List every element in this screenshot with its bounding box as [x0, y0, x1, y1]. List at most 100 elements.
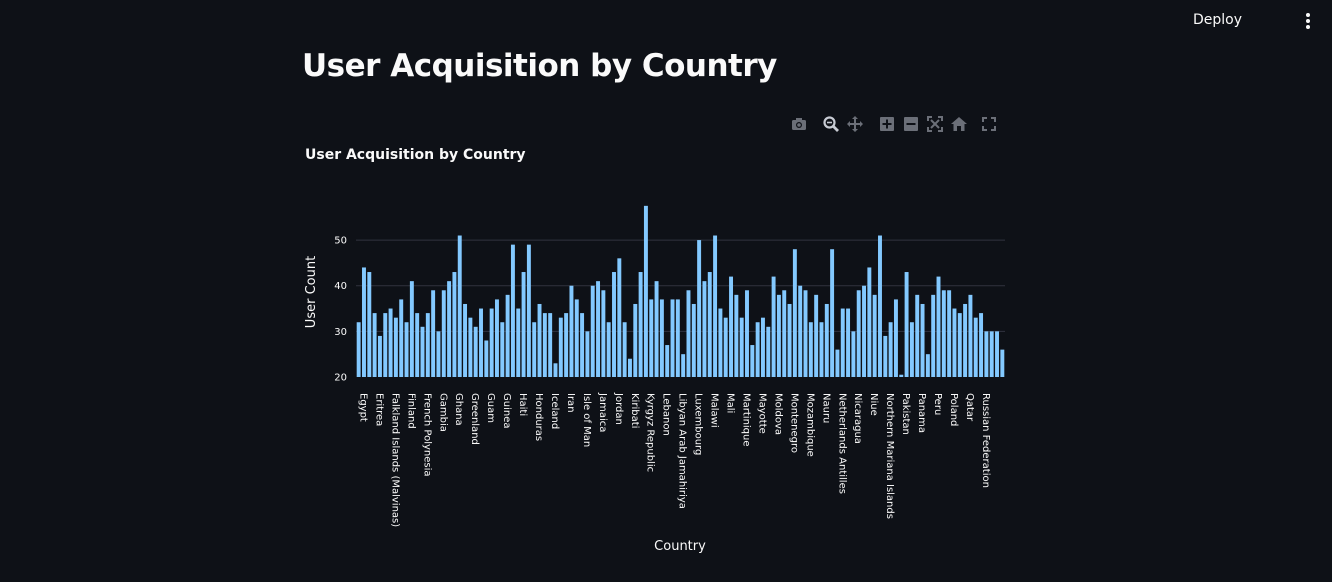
bar[interactable]: [654, 281, 659, 377]
bar[interactable]: [760, 317, 765, 377]
bar[interactable]: [372, 313, 377, 377]
bar[interactable]: [574, 299, 579, 377]
bar[interactable]: [957, 313, 962, 377]
bar[interactable]: [893, 299, 898, 377]
bar[interactable]: [362, 267, 366, 377]
bar[interactable]: [580, 313, 585, 377]
bar[interactable]: [835, 349, 840, 377]
bar[interactable]: [431, 290, 436, 377]
bar[interactable]: [729, 276, 734, 377]
bar[interactable]: [776, 294, 781, 377]
bar[interactable]: [808, 322, 813, 377]
bar[interactable]: [979, 313, 984, 377]
bar[interactable]: [872, 294, 877, 377]
bar[interactable]: [814, 294, 819, 377]
bar[interactable]: [830, 249, 835, 377]
bar[interactable]: [713, 235, 718, 377]
bar[interactable]: [505, 294, 510, 377]
bar[interactable]: [968, 294, 973, 377]
bar[interactable]: [612, 272, 616, 377]
bar[interactable]: [590, 285, 595, 377]
autoscale-icon[interactable]: [926, 115, 944, 133]
bar[interactable]: [697, 240, 702, 377]
main-menu-icon[interactable]: [1302, 13, 1314, 29]
bar[interactable]: [899, 374, 904, 377]
bar[interactable]: [420, 326, 425, 377]
bar[interactable]: [484, 340, 489, 377]
bar[interactable]: [526, 244, 531, 377]
bar[interactable]: [659, 299, 664, 377]
bar[interactable]: [643, 205, 648, 377]
bar[interactable]: [681, 354, 686, 377]
bar[interactable]: [553, 363, 558, 377]
bar[interactable]: [798, 285, 803, 377]
bar[interactable]: [915, 294, 920, 377]
bar[interactable]: [548, 313, 553, 377]
bar[interactable]: [723, 317, 728, 377]
bar[interactable]: [516, 308, 521, 377]
bar[interactable]: [947, 290, 952, 377]
bar[interactable]: [558, 317, 563, 377]
bar[interactable]: [718, 308, 723, 377]
bar[interactable]: [441, 290, 446, 377]
bar[interactable]: [691, 303, 696, 377]
bar[interactable]: [500, 322, 505, 377]
bar[interactable]: [542, 313, 547, 377]
bar[interactable]: [489, 308, 494, 377]
bar[interactable]: [473, 326, 478, 377]
bar[interactable]: [452, 272, 457, 377]
bar[interactable]: [846, 308, 851, 377]
bar[interactable]: [393, 317, 398, 377]
bar[interactable]: [377, 335, 382, 377]
bar[interactable]: [766, 326, 771, 377]
bar[interactable]: [415, 313, 420, 377]
bar[interactable]: [936, 276, 941, 377]
bar[interactable]: [707, 272, 712, 377]
bar[interactable]: [989, 331, 994, 377]
bar[interactable]: [952, 308, 957, 377]
bar[interactable]: [649, 299, 654, 377]
bar[interactable]: [617, 258, 622, 377]
bar[interactable]: [622, 322, 627, 377]
bar[interactable]: [824, 303, 829, 377]
fullscreen-icon[interactable]: [980, 115, 998, 133]
bar[interactable]: [468, 317, 473, 377]
bar[interactable]: [941, 290, 946, 377]
bar[interactable]: [399, 299, 404, 377]
bar[interactable]: [447, 281, 452, 377]
bar[interactable]: [755, 322, 760, 377]
bar[interactable]: [1000, 349, 1005, 377]
bar[interactable]: [851, 331, 856, 377]
bar[interactable]: [973, 317, 978, 377]
bar[interactable]: [750, 345, 755, 377]
bar[interactable]: [537, 303, 542, 377]
bar[interactable]: [638, 272, 643, 377]
bar[interactable]: [792, 249, 797, 377]
bar[interactable]: [356, 322, 361, 377]
zoom-icon[interactable]: [822, 115, 840, 133]
bar[interactable]: [627, 358, 632, 377]
bar[interactable]: [569, 285, 574, 377]
deploy-button[interactable]: Deploy: [1192, 12, 1242, 28]
bar[interactable]: [479, 308, 483, 377]
bar[interactable]: [856, 290, 861, 377]
bar[interactable]: [840, 308, 845, 377]
bar[interactable]: [803, 290, 808, 377]
bar[interactable]: [606, 322, 611, 377]
bar[interactable]: [984, 331, 989, 377]
bar[interactable]: [564, 313, 569, 377]
bar[interactable]: [521, 272, 526, 377]
bar[interactable]: [425, 313, 430, 377]
bar[interactable]: [457, 235, 462, 377]
bar[interactable]: [931, 294, 936, 377]
bar[interactable]: [883, 335, 888, 377]
bar[interactable]: [665, 345, 670, 377]
bar[interactable]: [862, 285, 866, 377]
bar[interactable]: [867, 267, 872, 377]
bar[interactable]: [925, 354, 930, 377]
bar[interactable]: [745, 290, 749, 377]
bar[interactable]: [739, 317, 744, 377]
bar[interactable]: [963, 303, 968, 377]
bar[interactable]: [888, 322, 893, 377]
bar[interactable]: [686, 290, 691, 377]
